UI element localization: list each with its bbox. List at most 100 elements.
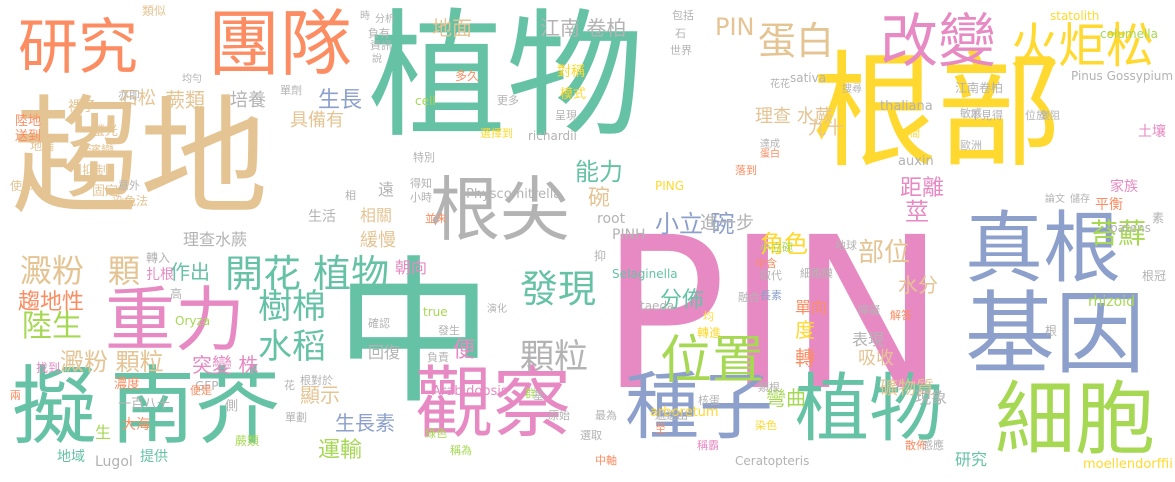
cloud-word: 小立碗 — [760, 241, 793, 254]
cloud-word: 花花 — [770, 79, 790, 90]
cloud-word: 素 — [1152, 211, 1165, 225]
cloud-word: 擬 — [12, 358, 98, 457]
cloud-word: 並未 — [425, 212, 447, 225]
cloud-word: Selaginella — [612, 267, 678, 281]
cloud-word: 得知 — [410, 177, 432, 190]
cloud-word: 便 — [453, 338, 476, 363]
cloud-word: PING — [655, 179, 685, 193]
cloud-word: 距離 — [900, 176, 945, 201]
cloud-word: 中 — [335, 242, 493, 426]
cloud-word: 地端 — [30, 139, 55, 153]
cloud-word: 研究 — [18, 13, 138, 83]
cloud-word: 變阻 — [1040, 111, 1060, 122]
cloud-word: 側 — [225, 399, 239, 414]
cloud-word: 彎曲 — [766, 386, 806, 410]
cloud-word: thaliana — [880, 99, 933, 114]
cloud-word: 地面 — [432, 16, 472, 40]
cloud-word: 九十 — [808, 118, 844, 139]
cloud-word: 歐洲 — [960, 139, 982, 152]
cloud-word: 顯示 — [300, 383, 340, 407]
cloud-word: 根尖 — [430, 169, 570, 251]
cloud-word: 核蛋 — [698, 394, 720, 407]
cloud-word: 基因 — [965, 282, 1145, 387]
cloud-word: 生長素 — [335, 411, 395, 435]
cloud-word: 發現 — [520, 267, 597, 311]
cloud-word: 大海 — [122, 417, 150, 433]
cloud-word: 染色 — [755, 419, 777, 432]
cloud-word: Oryza — [175, 314, 211, 328]
cloud-word: 角色 — [760, 230, 808, 258]
cloud-word: 研究 — [955, 450, 988, 469]
cloud-word: 能力 — [575, 158, 623, 186]
cloud-word: 說 — [372, 54, 382, 65]
cloud-word: 水分 — [898, 273, 938, 297]
cloud-word: Arabidopsis — [432, 384, 508, 399]
cloud-word: 提供 — [140, 449, 168, 465]
cloud-word: PIN — [715, 13, 755, 41]
cloud-word: 裸子 — [68, 99, 96, 115]
cloud-word: 高 — [170, 287, 183, 301]
cloud-word: 江南 卷柏 — [540, 16, 627, 40]
cloud-word: 礦物質 — [880, 378, 934, 399]
cloud-word: 多久 — [455, 69, 480, 83]
cloud-word: 長素 — [760, 289, 782, 302]
cloud-word: 一百八十 — [118, 397, 171, 412]
cloud-word: 土壤 — [1138, 124, 1166, 140]
cloud-word: 蕨類 — [165, 88, 205, 112]
cloud-word: 特別 — [413, 151, 435, 164]
cloud-word: 確認 — [368, 317, 390, 330]
cloud-word: 生長 — [318, 88, 363, 113]
cloud-word: 顆 — [108, 252, 141, 290]
cloud-word: auxin — [898, 154, 934, 169]
cloud-word: 儲存 — [1070, 194, 1090, 205]
cloud-word: 澱粉 — [20, 252, 85, 290]
cloud-word: 部位 — [858, 238, 911, 268]
cloud-word: 苔蘚 — [1090, 217, 1147, 250]
cloud-word: 細胞 — [995, 373, 1155, 466]
cloud-word: 時 — [360, 11, 370, 22]
cloud-word: 對稱 — [557, 64, 585, 80]
cloud-word: 理查水蕨 — [183, 230, 248, 249]
cloud-word: 地球 — [835, 239, 857, 252]
cloud-word: 培養 — [230, 90, 266, 111]
cloud-word: 單向 — [795, 298, 828, 317]
cloud-word: 染色法 — [112, 194, 149, 208]
cloud-word: 中軸 — [595, 454, 617, 467]
cloud-word: taeda — [640, 299, 675, 313]
cloud-word: 分析 — [375, 14, 395, 25]
cloud-word: 抑 — [594, 249, 607, 263]
cloud-word: 發生 — [438, 324, 460, 337]
cloud-word: 花 — [284, 379, 295, 392]
cloud-word: 濱變 — [88, 144, 115, 159]
cloud-word: 真根 — [965, 204, 1122, 294]
cloud-word: 論文 — [1045, 194, 1065, 205]
cloud-word: 取代 — [760, 269, 782, 282]
cloud-word: 呈現 — [555, 109, 577, 122]
cloud-word: 團隊 — [208, 2, 353, 86]
cloud-word: 生 — [95, 423, 112, 442]
cloud-word: 兩 — [10, 389, 21, 402]
cloud-word: Physcomitrella — [466, 187, 562, 202]
cloud-word: 蛋白 — [758, 19, 835, 63]
cloud-word: 最為 — [595, 409, 617, 422]
cloud-word: 吸收 — [858, 348, 894, 369]
cloud-word: 濃度 — [114, 377, 141, 392]
cloud-word: 生活 — [308, 209, 336, 225]
cloud-word: 碗 — [588, 186, 611, 211]
cloud-word: 家族 — [1110, 179, 1138, 195]
cloud-word: 突變 株 — [192, 353, 259, 377]
cloud-word: 理查 水蕨 — [755, 106, 833, 127]
cloud-word: 作出 — [170, 260, 210, 284]
cloud-word: 植物 — [795, 366, 943, 452]
cloud-word: 相關 — [360, 206, 393, 225]
cloud-word: 朝向 — [395, 258, 428, 277]
cloud-word: 螢光 — [92, 124, 119, 139]
cloud-word: 轉 — [795, 346, 815, 370]
cloud-word: 開花 植物 — [225, 252, 390, 296]
cloud-word: 模式 — [560, 87, 587, 102]
cloud-word: 亦即 — [118, 89, 140, 102]
cloud-word: 小時 — [410, 191, 432, 204]
cloud-word: 根對於 — [300, 374, 333, 387]
cloud-word: Ceratopteris — [735, 454, 810, 468]
cloud-word: 世界 — [670, 44, 692, 57]
